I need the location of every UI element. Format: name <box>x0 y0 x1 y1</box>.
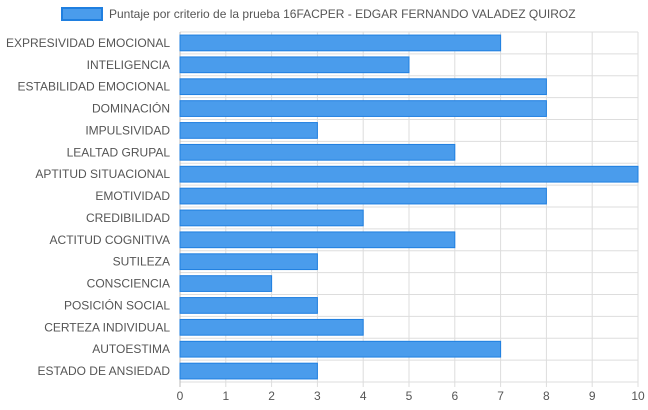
category-label: ESTADO DE ANSIEDAD <box>38 364 171 378</box>
category-label: CONSCIENCIA <box>87 277 170 291</box>
category-label: CERTEZA INDIVIDUAL <box>44 320 170 334</box>
category-label: EMOTIVIDAD <box>95 189 170 203</box>
x-tick-label: 1 <box>222 389 229 403</box>
x-tick-label: 8 <box>543 389 550 403</box>
legend-label: Puntaje por criterio de la prueba 16FACP… <box>109 7 576 21</box>
x-tick-label: 0 <box>177 389 184 403</box>
bar[interactable] <box>179 100 547 117</box>
category-label: EXPRESIVIDAD EMOCIONAL <box>6 36 170 50</box>
bar[interactable] <box>179 318 364 336</box>
category-labels: EXPRESIVIDAD EMOCIONAL INTELIGENCIA ESTABI… <box>6 36 170 378</box>
category-label: CREDIBILIDAD <box>86 211 170 225</box>
x-tick-label: 4 <box>360 389 367 403</box>
bar[interactable] <box>179 187 547 205</box>
x-tick-label: 10 <box>631 389 645 403</box>
bar[interactable] <box>179 275 273 292</box>
bar[interactable] <box>179 209 364 227</box>
bar[interactable] <box>179 362 318 380</box>
grid <box>179 31 639 387</box>
legend-swatch <box>61 7 103 21</box>
x-axis-ticks: 0 1 2 3 4 5 6 7 8 9 10 <box>177 389 645 403</box>
bar[interactable] <box>179 165 639 183</box>
category-label: INTELIGENCIA <box>87 58 170 72</box>
legend[interactable]: Puntaje por criterio de la prueba 16FACP… <box>61 7 576 21</box>
bar[interactable] <box>179 231 456 249</box>
bar[interactable] <box>179 78 547 96</box>
category-label: SUTILEZA <box>113 255 170 269</box>
bar[interactable] <box>179 122 318 139</box>
category-label: LEALTAD GRUPAL <box>67 145 171 159</box>
category-label: APTITUD SITUACIONAL <box>35 167 170 181</box>
category-label: ACTITUD COGNITIVA <box>50 233 170 247</box>
category-label: ESTABILIDAD EMOCIONAL <box>18 80 171 94</box>
x-tick-label: 3 <box>314 389 321 403</box>
bars <box>179 34 639 380</box>
category-label: POSICIÓN SOCIAL <box>64 297 170 312</box>
x-tick-label: 2 <box>268 389 275 403</box>
x-tick-label: 9 <box>589 389 596 403</box>
bar[interactable] <box>179 56 410 74</box>
category-label: AUTOESTIMA <box>92 342 170 356</box>
category-label: DOMINACIÓN <box>92 101 170 116</box>
bar[interactable] <box>179 143 456 161</box>
category-label: IMPULSIVIDAD <box>85 123 170 137</box>
x-tick-label: 5 <box>406 389 413 403</box>
x-tick-label: 7 <box>497 389 504 403</box>
bar[interactable] <box>179 34 502 52</box>
bar[interactable] <box>179 297 318 314</box>
x-tick-label: 6 <box>451 389 458 403</box>
bar[interactable] <box>179 253 318 271</box>
bar[interactable] <box>179 340 502 358</box>
